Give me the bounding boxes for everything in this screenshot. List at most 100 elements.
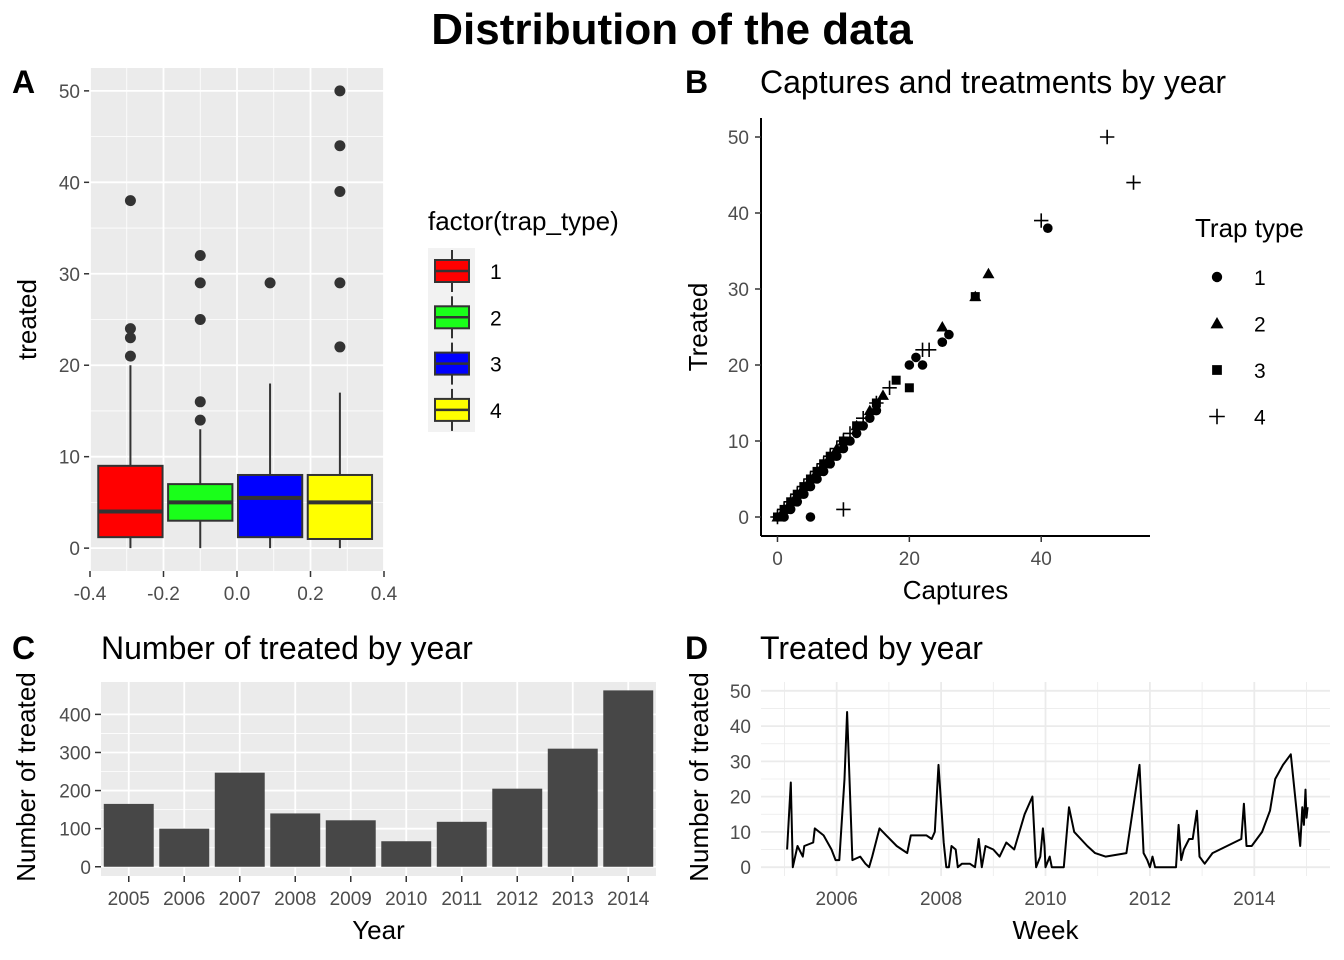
y-tick-label: 10: [730, 823, 751, 844]
y-axis-title: treated: [12, 279, 42, 360]
y-tick-label: 400: [59, 705, 91, 726]
x-tick-label: 2008: [274, 889, 316, 910]
panel-tag: B: [685, 64, 708, 100]
x-tick-label: 40: [1031, 549, 1052, 570]
outlier-point: [334, 185, 346, 197]
x-tick-label: 2013: [552, 889, 594, 910]
scatter-point: [937, 337, 948, 348]
legend-item-4: 4: [1209, 407, 1266, 430]
x-axis-title: Captures: [903, 575, 1009, 605]
scatter-point: [1099, 129, 1115, 145]
main-title: Distribution of the data: [431, 5, 913, 54]
y-tick-label: 0: [69, 539, 80, 560]
y-tick-label: 10: [59, 448, 80, 469]
x-tick-label: 2014: [607, 889, 650, 910]
y-tick-label: 20: [730, 788, 751, 809]
panel-title: Captures and treatments by year: [760, 64, 1226, 100]
bar-2005: [103, 803, 154, 867]
legend-item-1: 1: [1211, 267, 1266, 290]
x-tick-label: 0.0: [224, 584, 250, 605]
x-tick-label: 2010: [385, 889, 427, 910]
bar-2008: [270, 813, 321, 867]
box-group-1: [97, 195, 164, 549]
legend-label: 3: [490, 354, 502, 377]
x-tick-label: 2009: [330, 889, 372, 910]
outlier-point: [334, 277, 346, 289]
panel-d-line-chart: D Treated by year 0 10 20 30 40 50 2006 2008 2010 2…: [684, 630, 1330, 945]
scatter-point: [904, 383, 914, 393]
outlier-point: [264, 277, 276, 289]
panel-c-bar-chart: C Number of treated by year 0 100 200 300 400 2…: [11, 630, 656, 945]
bar-2011: [436, 821, 487, 867]
box-group-2: [167, 249, 234, 549]
scatter-point: [1034, 213, 1049, 228]
scatter-point: [1043, 223, 1053, 233]
x-tick-label: 2006: [816, 889, 858, 910]
scatter-point: [917, 360, 928, 370]
legend-shape-key: [1209, 408, 1225, 425]
bar-2014: [603, 690, 654, 867]
panel-title: Treated by year: [760, 630, 983, 666]
series-trap-type-4: [770, 129, 1141, 525]
scatter-point: [869, 395, 884, 411]
treated-line: [786, 711, 1309, 869]
scatter-point: [1126, 175, 1141, 190]
x-tick-label: -0.4: [74, 584, 107, 605]
legend-label: 4: [490, 400, 502, 423]
legend-title: factor(trap_type): [428, 206, 619, 236]
y-axis-title: Number of treated: [11, 672, 41, 882]
outlier-point: [334, 85, 346, 97]
panel-b-scatter: B Captures and treatments by year 0 10 20 30 4…: [683, 64, 1304, 605]
bar-2013: [547, 748, 598, 867]
outlier-point: [194, 414, 206, 426]
scatter-point: [876, 389, 889, 400]
x-tick-label: 2012: [1129, 889, 1171, 910]
legend-item-2: 2: [434, 296, 502, 339]
scatter-point: [796, 479, 812, 494]
outlier-point: [334, 341, 346, 353]
legend-item-3: 3: [1212, 360, 1266, 383]
y-tick-label: 20: [728, 356, 749, 377]
y-tick-label: 30: [59, 265, 80, 286]
panel-tag: A: [12, 64, 35, 100]
legend-label: 2: [490, 307, 502, 330]
legend-shape-key: [1210, 317, 1224, 329]
box-group-4: [306, 85, 374, 549]
x-tick-label: 2012: [496, 889, 538, 910]
box-group-3: [236, 277, 304, 549]
scatter-point: [803, 471, 818, 487]
y-tick-label: 300: [59, 743, 91, 764]
y-tick-label: 40: [728, 204, 749, 225]
y-tick-label: 50: [728, 128, 749, 149]
y-tick-label: 30: [728, 280, 749, 301]
y-tick-label: 0: [738, 508, 749, 529]
x-tick-label: 0.4: [371, 584, 398, 605]
scatter-point: [790, 487, 805, 502]
scatter-point: [770, 509, 785, 525]
panel-tag: C: [12, 630, 35, 666]
y-tick-label: 30: [730, 752, 751, 773]
scatter-point: [921, 342, 937, 357]
outlier-point: [334, 140, 346, 152]
y-tick-label: 100: [59, 820, 91, 841]
y-tick-label: 20: [59, 356, 80, 377]
scatter-point: [836, 502, 851, 517]
x-tick-label: 2014: [1233, 889, 1276, 910]
y-axis-title: Number of treated: [684, 672, 714, 882]
scatter-point: [970, 292, 980, 302]
bar-2007: [214, 772, 265, 867]
x-tick-label: 2007: [219, 889, 261, 910]
scatter-point: [842, 426, 858, 441]
scatter-point: [823, 449, 838, 464]
scatter-point: [911, 352, 921, 363]
outlier-point: [194, 249, 206, 261]
x-tick-label: 2008: [920, 889, 962, 910]
scatter-point: [852, 421, 862, 431]
scatter-point: [944, 329, 954, 340]
scatter-point: [904, 360, 915, 370]
outlier-point: [194, 314, 206, 325]
y-tick-label: 200: [59, 782, 91, 803]
y-tick-label: 10: [728, 432, 749, 453]
scatter-point: [776, 502, 792, 517]
